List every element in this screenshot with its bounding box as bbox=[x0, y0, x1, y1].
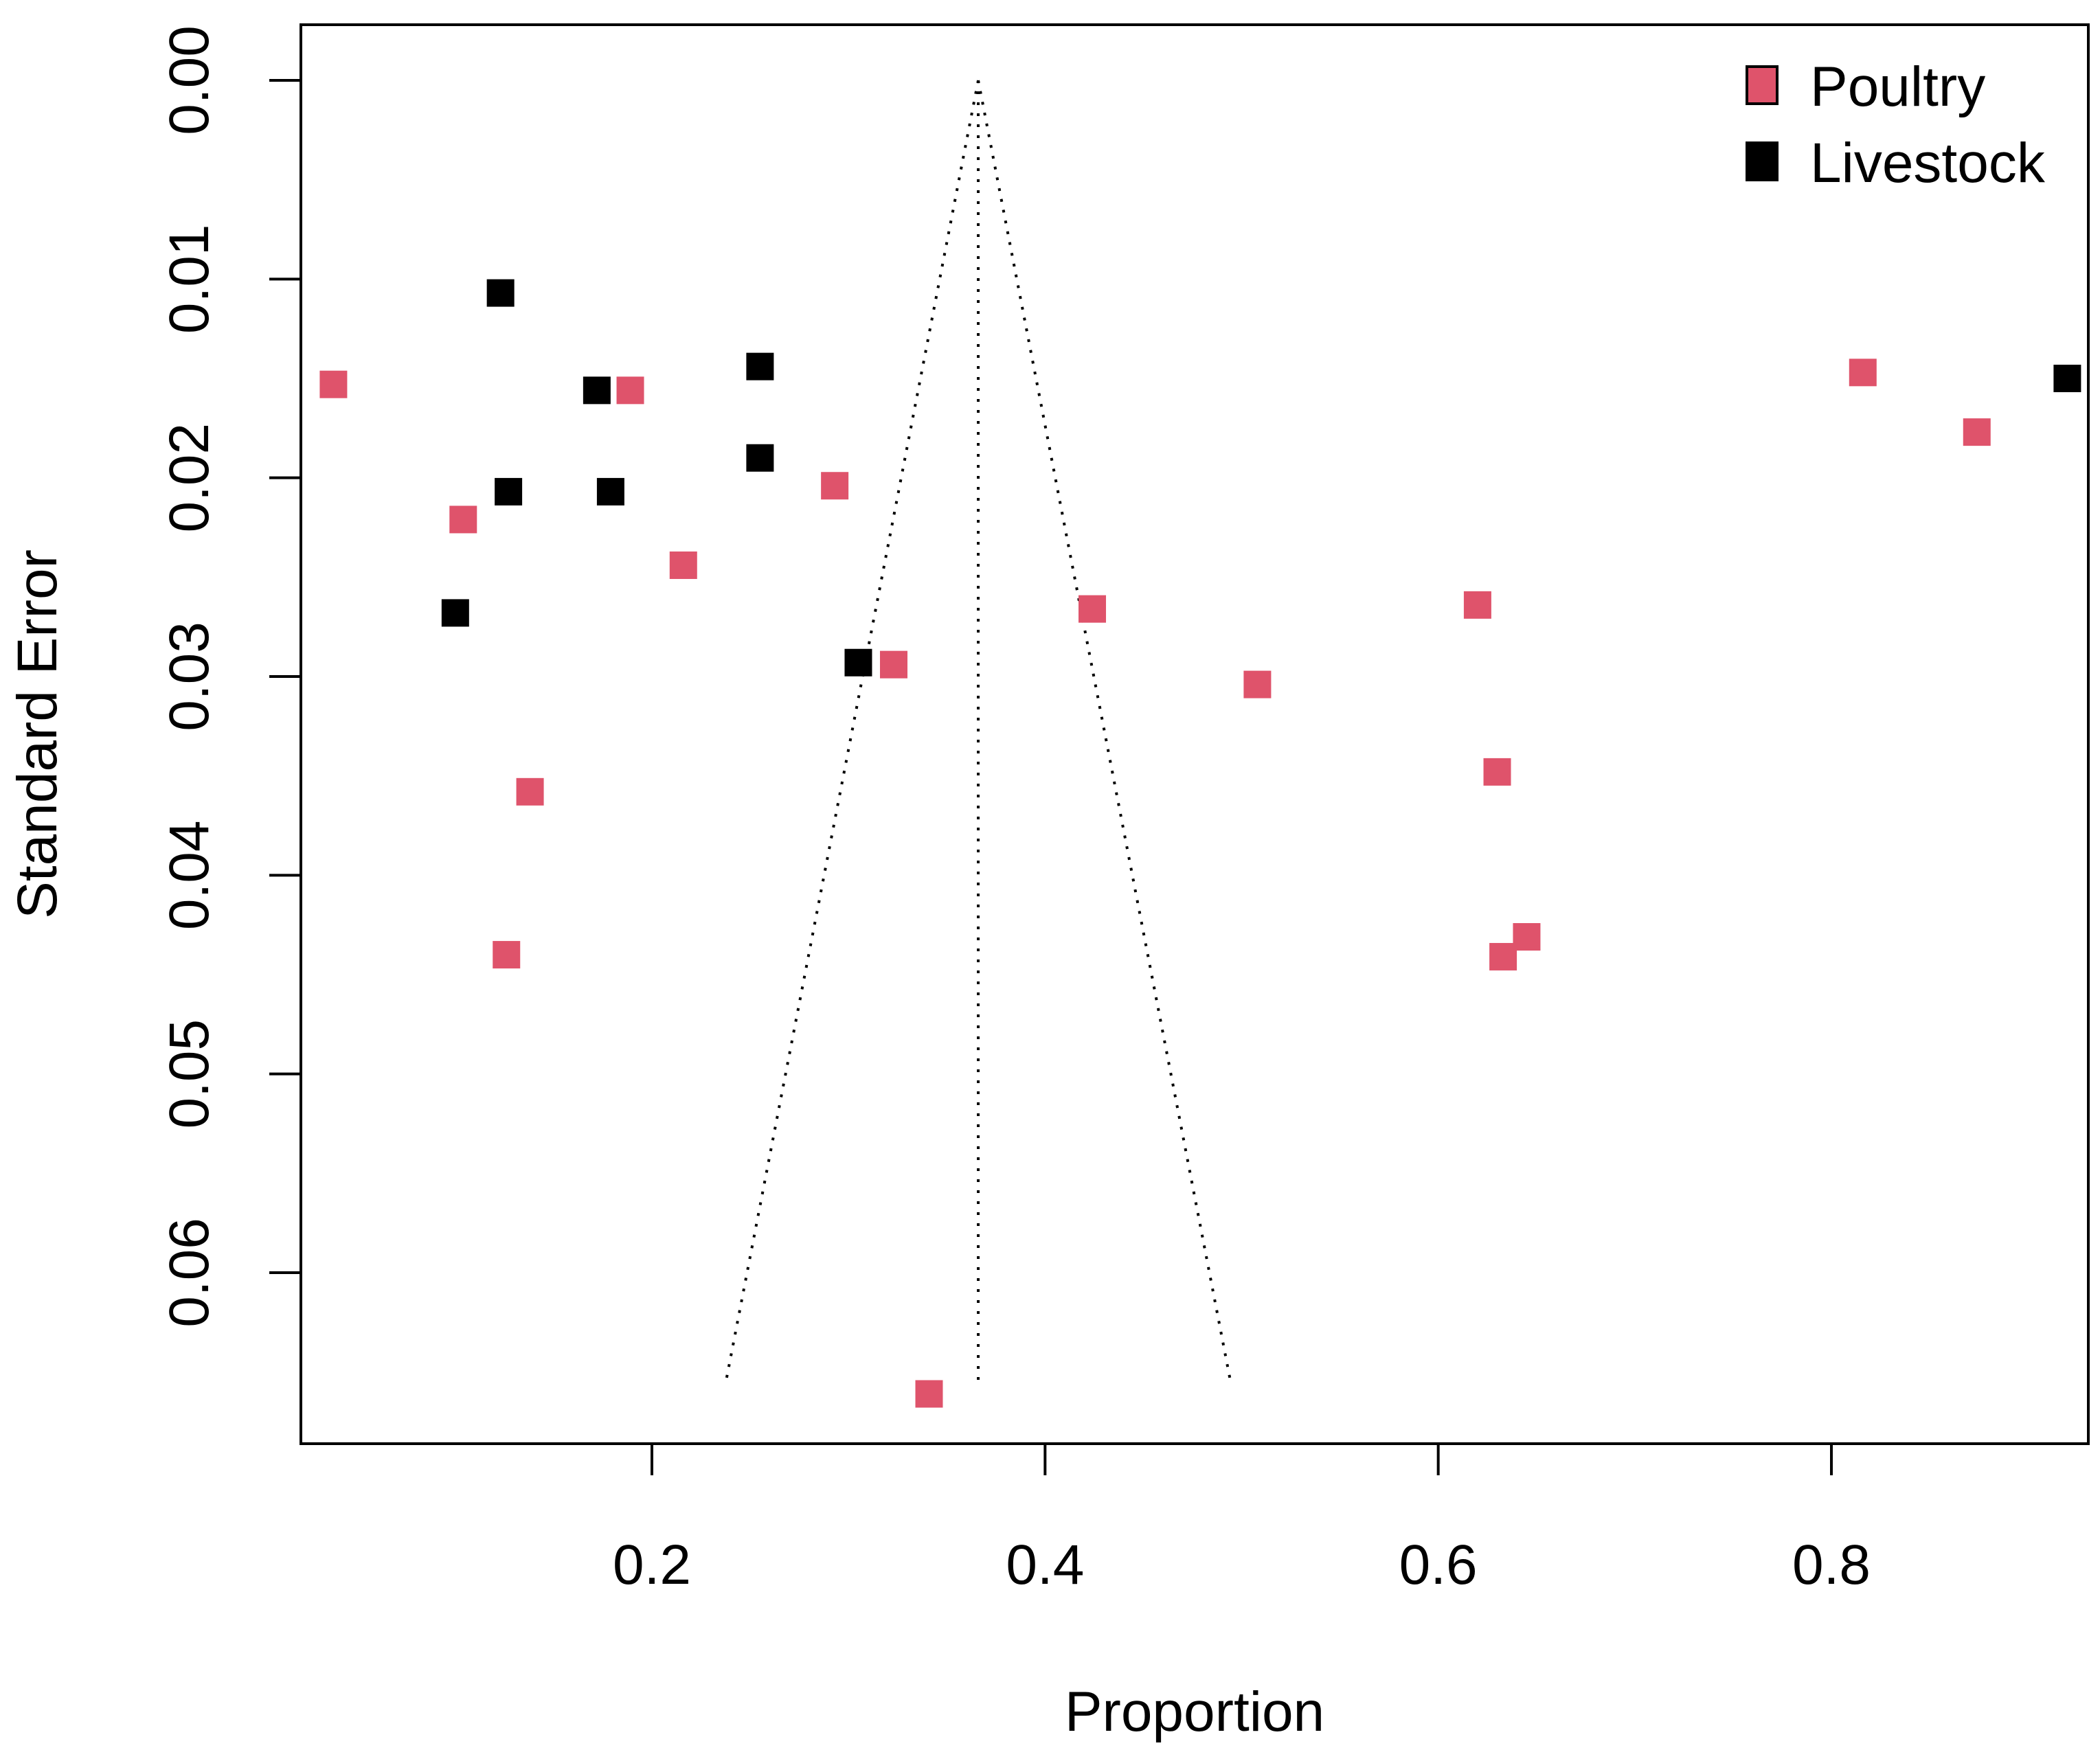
livestock-point bbox=[746, 444, 774, 472]
legend-swatch-poultry bbox=[1746, 65, 1779, 105]
poultry-point bbox=[1513, 923, 1541, 951]
poultry-point bbox=[1243, 670, 1272, 698]
poultry-point bbox=[1489, 942, 1517, 970]
y-tick-label: 0.01 bbox=[158, 225, 221, 334]
legend-label-poultry: Poultry bbox=[1810, 56, 1985, 118]
livestock-point bbox=[2053, 365, 2081, 392]
funnel-lines bbox=[724, 80, 1232, 1383]
livestock-point bbox=[844, 648, 872, 677]
y-axis: 0.00 0.01 0.02 0.03 0.04 0.05 0.06 bbox=[158, 25, 301, 1328]
livestock-point bbox=[441, 599, 469, 627]
x-tick-label: 0.2 bbox=[613, 1534, 691, 1596]
x-axis-title: Proportion bbox=[1065, 1681, 1324, 1743]
poultry-point bbox=[1963, 418, 1991, 446]
y-tick-label: 0.06 bbox=[158, 1218, 221, 1328]
y-tick-label: 0.03 bbox=[158, 622, 221, 731]
livestock-point bbox=[596, 477, 624, 505]
poultry-point bbox=[1483, 758, 1511, 786]
x-tick-label: 0.6 bbox=[1399, 1534, 1478, 1596]
livestock-point bbox=[583, 376, 611, 405]
livestock-point bbox=[746, 352, 774, 380]
y-tick-label: 0.02 bbox=[158, 423, 221, 533]
legend-label-livestock: Livestock bbox=[1810, 132, 2046, 194]
poultry-point bbox=[915, 1380, 943, 1408]
y-axis-title: Standard Error bbox=[6, 549, 69, 919]
data-points bbox=[319, 279, 2081, 1408]
funnel-left-bound bbox=[724, 80, 980, 1383]
x-axis: 0.2 0.4 0.6 0.8 bbox=[613, 1442, 1871, 1596]
poultry-point bbox=[879, 650, 907, 679]
series-livestock bbox=[441, 279, 2081, 677]
poultry-point bbox=[1849, 359, 1877, 387]
poultry-point bbox=[669, 551, 697, 579]
poultry-point bbox=[1079, 595, 1107, 623]
poultry-point bbox=[1463, 591, 1491, 619]
livestock-point bbox=[495, 477, 523, 505]
legend-swatch-livestock bbox=[1746, 141, 1779, 181]
y-tick-label: 0.05 bbox=[158, 1019, 221, 1129]
legend: Poultry Livestock bbox=[1746, 56, 2046, 194]
series-poultry bbox=[319, 359, 1991, 1408]
x-tick-label: 0.4 bbox=[1006, 1534, 1084, 1596]
poultry-point bbox=[821, 472, 849, 500]
x-tick-label: 0.8 bbox=[1792, 1534, 1871, 1596]
livestock-point bbox=[486, 279, 515, 307]
poultry-point bbox=[516, 777, 544, 806]
poultry-point bbox=[493, 941, 521, 969]
funnel-right-bound bbox=[977, 80, 1232, 1383]
y-tick-label: 0.00 bbox=[158, 25, 221, 135]
poultry-point bbox=[449, 505, 477, 534]
y-tick-label: 0.04 bbox=[158, 821, 221, 931]
poultry-point bbox=[616, 376, 644, 405]
poultry-point bbox=[319, 370, 348, 398]
